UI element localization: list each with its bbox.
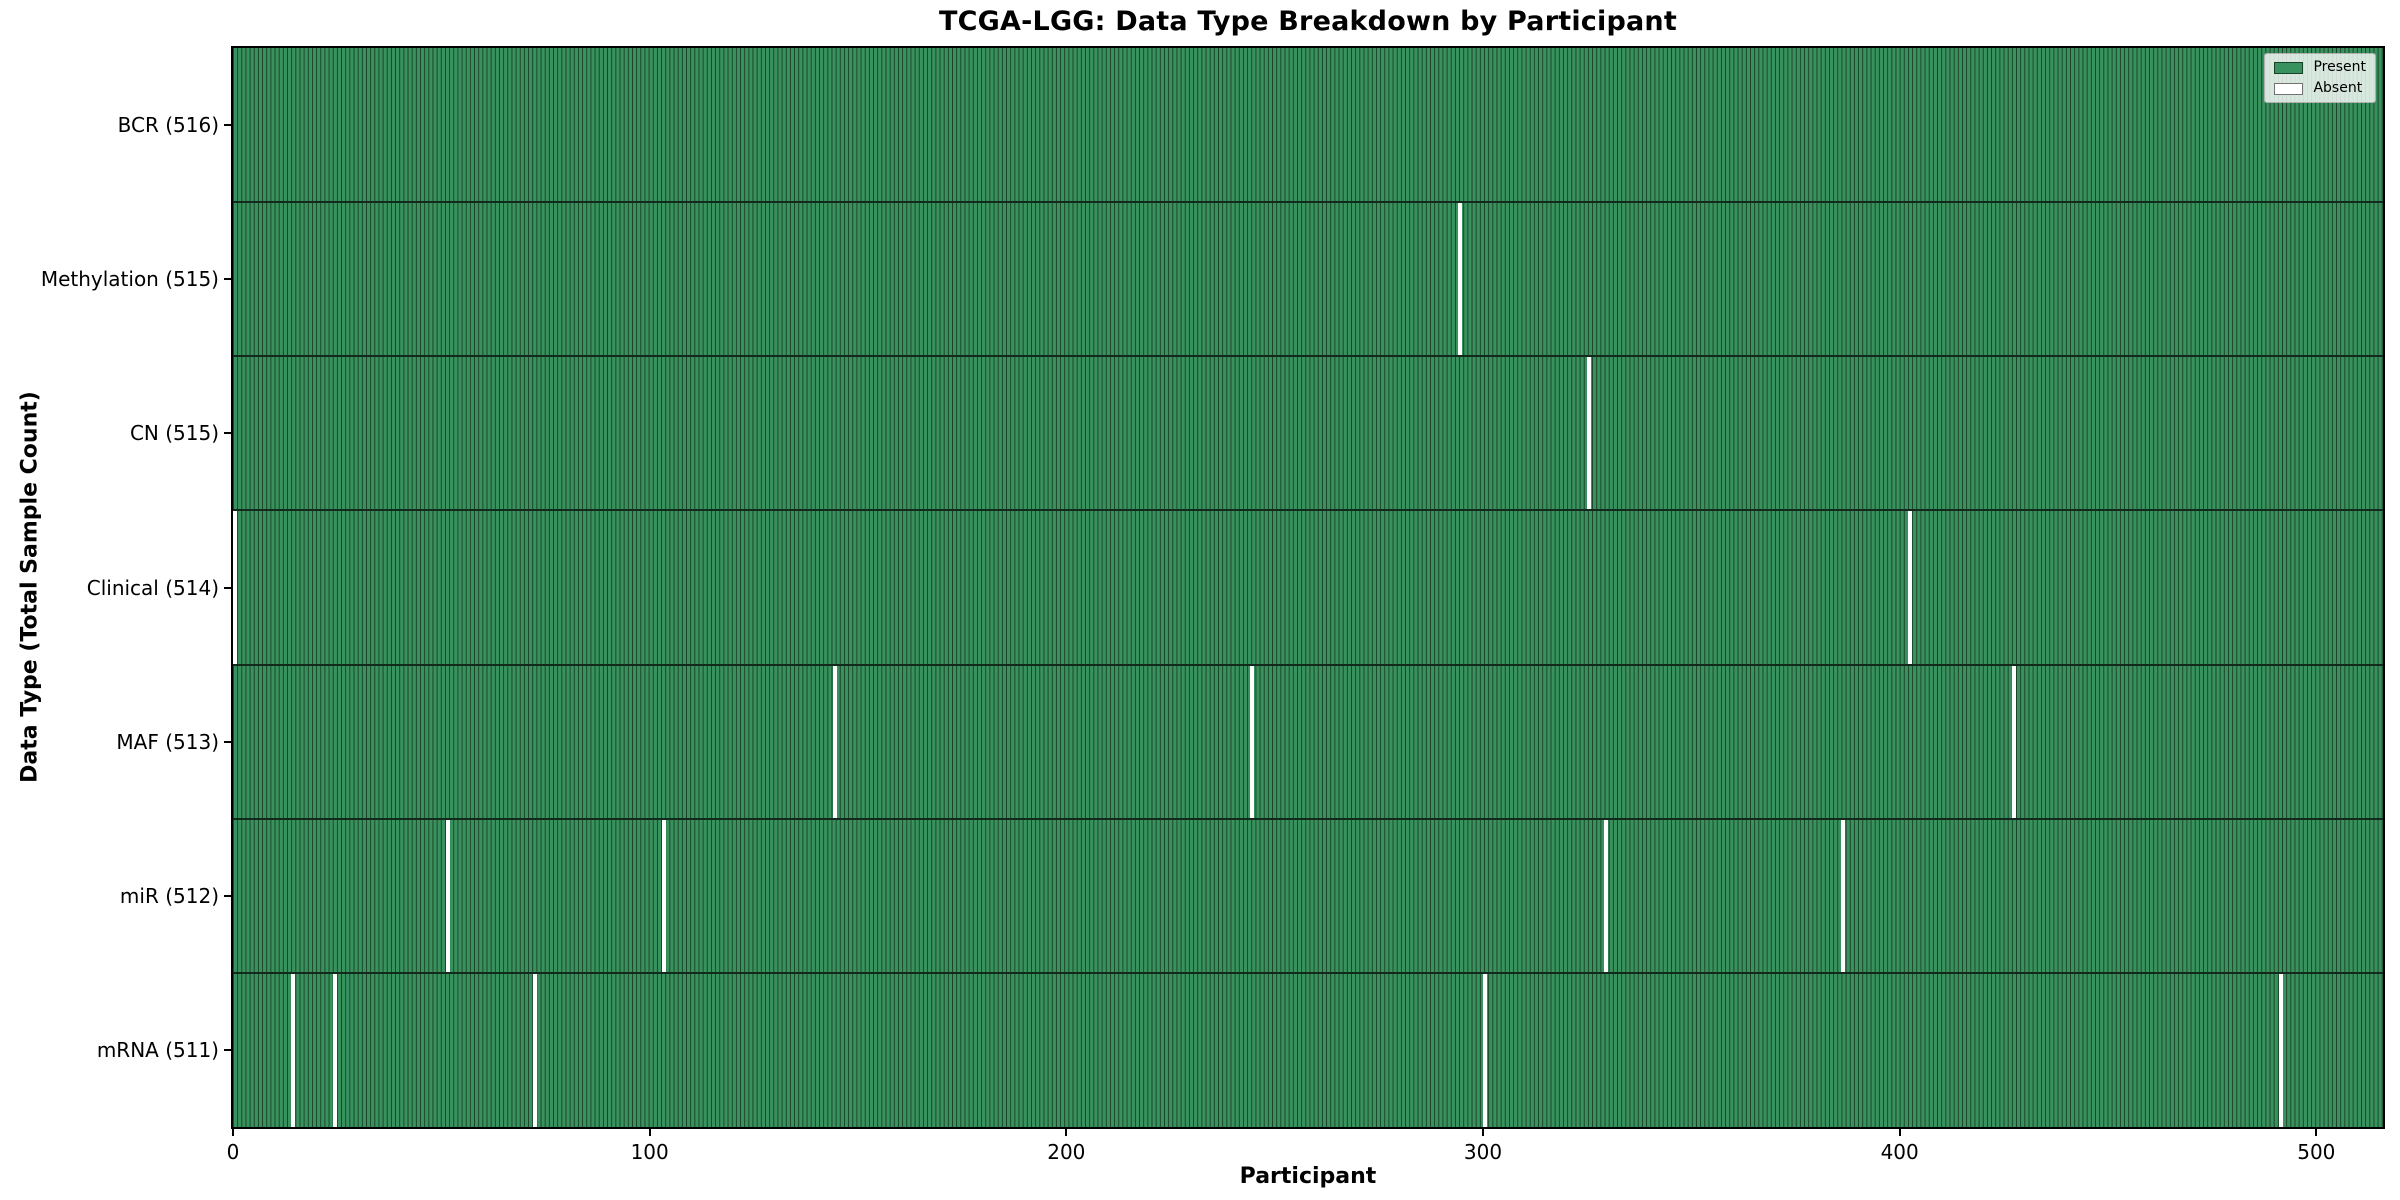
y-tick-label: miR (512) <box>119 883 219 908</box>
legend-entry-present: Present <box>2274 60 2366 75</box>
absent-cell <box>1908 510 1913 665</box>
y-tick-label: BCR (516) <box>117 113 219 138</box>
heatmap-row-BCR <box>233 48 2383 203</box>
x-tick-mark <box>1065 1129 1068 1136</box>
y-tick-label: Methylation (515) <box>40 267 219 292</box>
y-tick-mark <box>224 278 231 281</box>
row-separator <box>233 817 2383 820</box>
y-tick-label: MAF (513) <box>116 729 219 754</box>
x-tick-label: 400 <box>1880 1140 1919 1164</box>
legend-label: Absent <box>2313 80 2363 96</box>
absent-cell <box>445 818 450 973</box>
heatmap-row-MAF <box>233 664 2383 819</box>
absent-cell <box>2278 972 2283 1127</box>
x-tick-label: 100 <box>630 1140 669 1164</box>
heatmap-row-miR <box>233 818 2383 973</box>
x-tick-mark <box>232 1129 234 1136</box>
row-separator <box>233 355 2383 358</box>
x-tick-label: 0 <box>226 1140 240 1164</box>
heatmap-row-Methylation <box>233 202 2383 357</box>
x-tick-label: 500 <box>2297 1140 2336 1164</box>
chart-title: TCGA-LGG: Data Type Breakdown by Partici… <box>939 6 1677 37</box>
absent-cell <box>333 972 338 1127</box>
y-tick-label: mRNA (511) <box>96 1037 219 1062</box>
y-tick-mark <box>224 586 231 589</box>
absent-cell <box>533 972 538 1127</box>
row-separator <box>233 971 2383 974</box>
row-separator <box>233 509 2383 512</box>
absent-cell <box>662 818 667 973</box>
absent-cell <box>1458 202 1463 357</box>
x-axis-label: Participant <box>1239 1164 1377 1189</box>
y-tick-mark <box>224 124 231 127</box>
y-axis-label: Data Type (Total Sample Count) <box>17 391 43 783</box>
y-tick-label: Clinical (514) <box>86 575 219 600</box>
absent-cell <box>1587 356 1592 511</box>
heatmap-row-mRNA <box>233 972 2383 1127</box>
plot-area: Present Absent <box>231 46 2385 1129</box>
x-tick-mark <box>2315 1129 2318 1136</box>
legend-swatch-absent <box>2274 82 2304 95</box>
y-tick-mark <box>224 740 231 743</box>
row-separator <box>233 663 2383 666</box>
y-tick-mark <box>224 894 231 897</box>
absent-cell <box>1841 818 1846 973</box>
absent-cell <box>291 972 296 1127</box>
absent-cell <box>833 664 838 819</box>
legend-swatch-present <box>2274 61 2304 74</box>
heatmap-row-CN <box>233 356 2383 511</box>
absent-cell <box>2012 664 2017 819</box>
absent-cell <box>1249 664 1254 819</box>
x-tick-label: 300 <box>1463 1140 1503 1164</box>
y-tick-mark <box>224 1048 231 1051</box>
legend-label: Present <box>2313 59 2366 75</box>
absent-cell <box>233 510 238 665</box>
y-tick-label: CN (515) <box>129 421 219 446</box>
heatmap-row-Clinical <box>233 510 2383 665</box>
absent-cell <box>1483 972 1488 1127</box>
legend: Present Absent <box>2264 53 2376 103</box>
x-tick-label: 200 <box>1047 1140 1086 1164</box>
x-tick-mark <box>648 1129 651 1136</box>
x-tick-mark <box>1898 1129 1901 1136</box>
legend-entry-absent: Absent <box>2274 81 2366 96</box>
x-tick-mark <box>1482 1129 1484 1136</box>
absent-cell <box>1603 818 1608 973</box>
heatmap-rows <box>233 48 2383 1127</box>
y-tick-mark <box>224 432 231 435</box>
row-separator <box>233 201 2383 204</box>
